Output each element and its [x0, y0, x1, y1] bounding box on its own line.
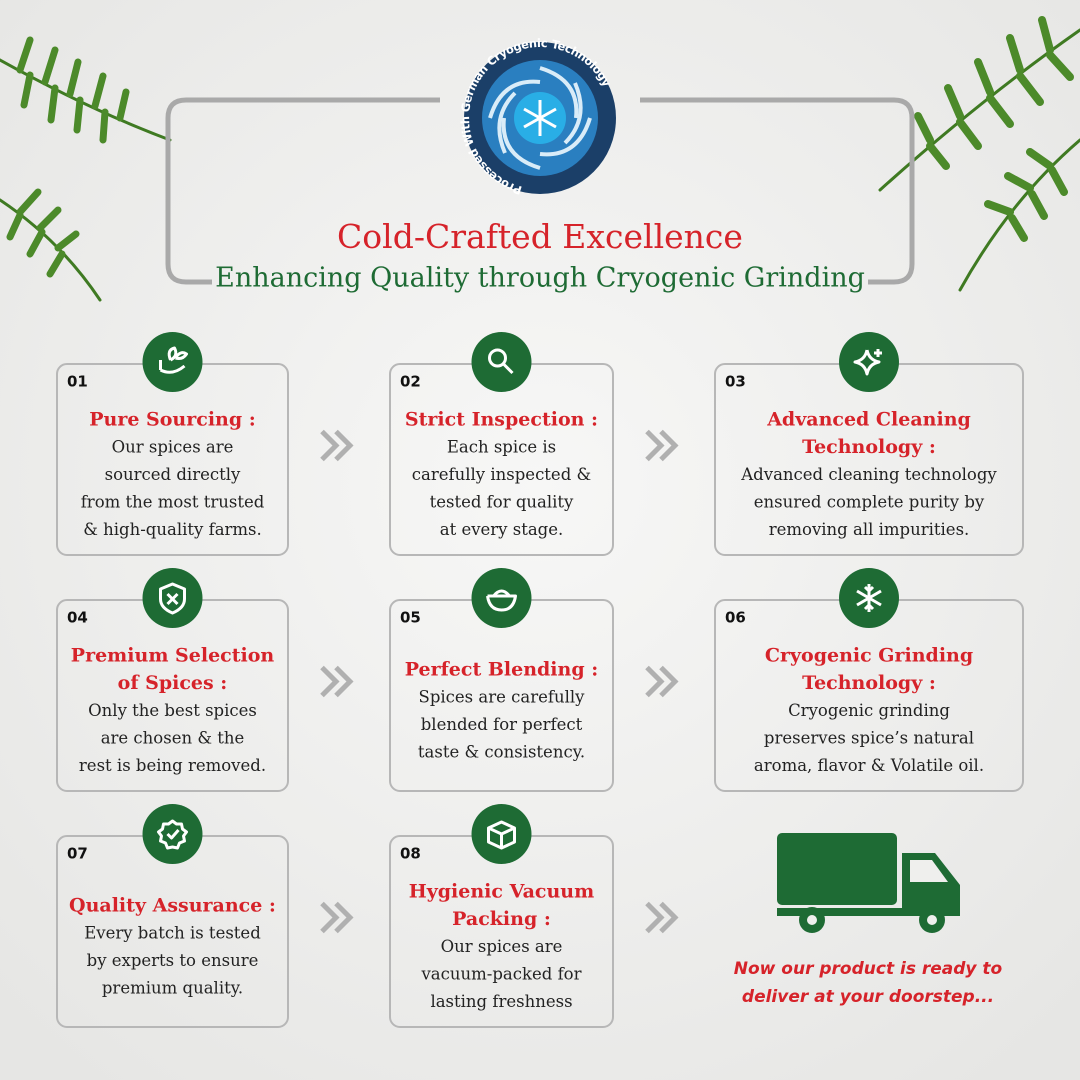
- step-text: are chosen & the: [101, 729, 245, 748]
- step-icon: [471, 332, 532, 392]
- step-title: Advanced Cleaning: [766, 409, 971, 431]
- step-text: Our spices are: [441, 937, 563, 956]
- step-icon-glyph: [853, 349, 882, 376]
- step-text: Each spice is: [447, 438, 556, 457]
- flow-arrow: [320, 429, 354, 462]
- fern-decoration: [0, 16, 1080, 302]
- title: Cold-Crafted Excellence: [337, 217, 743, 256]
- step-title: Hygienic Vacuum: [409, 881, 594, 903]
- step-number: 03: [725, 373, 746, 391]
- step-icon-glyph: [159, 582, 186, 615]
- step-title: Perfect Blending :: [405, 658, 599, 680]
- flow-arrow: [320, 665, 354, 698]
- subtitle: Enhancing Quality through Cryogenic Grin…: [215, 263, 865, 294]
- step-title: Technology :: [802, 436, 936, 458]
- flow-arrow: [320, 901, 354, 934]
- step-text: taste & consistency.: [418, 742, 585, 761]
- step-number: 07: [67, 845, 88, 863]
- step-text: blended for perfect: [421, 715, 583, 734]
- step-text: preserves spice’s natural: [764, 729, 974, 748]
- step-text: sourced directly: [105, 465, 241, 484]
- step-title: Quality Assurance :: [69, 894, 276, 916]
- step-text: Every batch is tested: [84, 923, 261, 942]
- step-text: premium quality.: [102, 978, 243, 997]
- step-text: lasting freshness: [430, 992, 572, 1011]
- step-text: Cryogenic grinding: [788, 701, 950, 720]
- step-text: rest is being removed.: [79, 756, 266, 775]
- flow-arrow: [645, 429, 679, 462]
- step-text: tested for quality: [430, 493, 574, 512]
- step-title: of Spices :: [118, 672, 228, 694]
- step-title: Technology :: [802, 672, 936, 694]
- step-text: & high-quality farms.: [83, 520, 262, 539]
- step-title: Pure Sourcing :: [89, 409, 256, 431]
- step-text: at every stage.: [440, 520, 564, 539]
- step-icon-glyph: [856, 584, 882, 612]
- flow-arrow: [645, 665, 679, 698]
- step-icon-glyph: [488, 348, 514, 375]
- step-text: Advanced cleaning technology: [740, 465, 997, 484]
- step-number: 06: [725, 609, 746, 627]
- title-frame: [165, 97, 915, 285]
- step-icon: [471, 568, 532, 628]
- step-icon: [142, 332, 203, 392]
- step-text: from the most trusted: [81, 493, 265, 512]
- step-title: Packing :: [452, 908, 551, 930]
- step-number: 05: [400, 609, 421, 627]
- step-icon-glyph: [487, 820, 516, 850]
- step-number: 02: [400, 373, 421, 391]
- step-text: Spices are carefully: [419, 687, 586, 706]
- truck: [777, 833, 960, 933]
- step-icon: [839, 332, 899, 392]
- step-text: Only the best spices: [88, 701, 257, 720]
- step-number: 08: [400, 845, 421, 863]
- flow-arrow: [645, 901, 679, 934]
- step-icon-glyph: [157, 819, 188, 850]
- step-icon: [142, 804, 203, 864]
- step-text: carefully inspected &: [412, 465, 591, 484]
- step-number: 01: [67, 373, 88, 391]
- delivery-text: deliver at your doorstep...: [742, 987, 994, 1007]
- step-title: Cryogenic Grinding: [765, 645, 973, 667]
- step-text: by experts to ensure: [87, 951, 259, 970]
- step-title: Premium Selection: [71, 645, 275, 667]
- step-text: removing all impurities.: [769, 520, 970, 539]
- step-text: vacuum-packed for: [420, 965, 581, 984]
- step-title: Strict Inspection :: [405, 409, 598, 431]
- badge: Processed With German Cryogenic Technolo…: [457, 35, 616, 198]
- step-icon-glyph: [159, 346, 188, 374]
- step-text: ensured complete purity by: [754, 493, 985, 512]
- step-number: 04: [67, 609, 88, 627]
- step-text: aroma, flavor & Volatile oil.: [754, 756, 984, 775]
- step-icon-glyph: [486, 589, 517, 612]
- step-text: Our spices are: [112, 438, 234, 457]
- delivery-text: Now our product is ready to: [734, 959, 1003, 979]
